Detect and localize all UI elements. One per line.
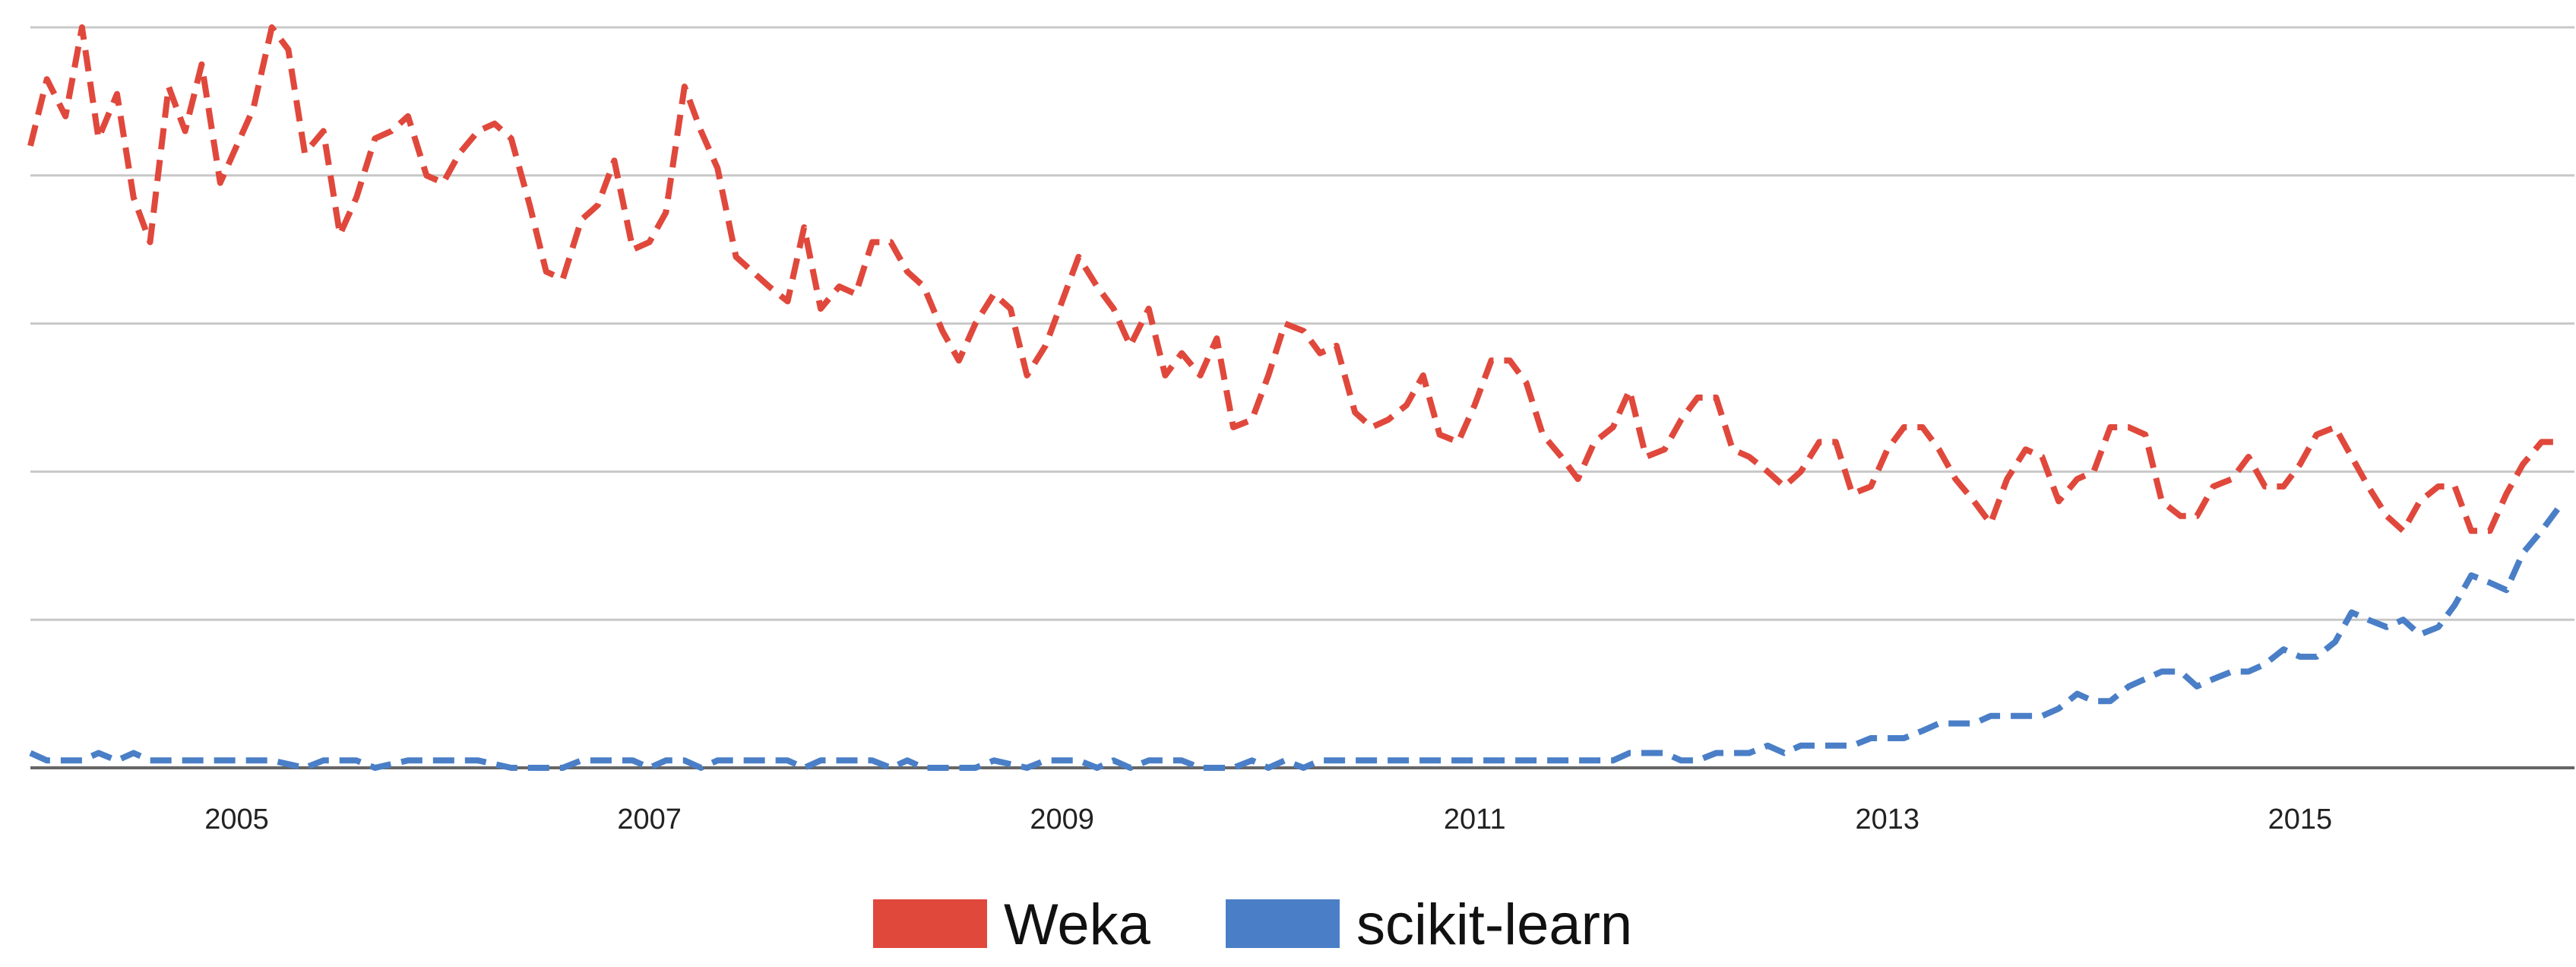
x-tick-label: 2015 <box>2268 804 2333 835</box>
x-tick-label: 2013 <box>1856 804 1920 835</box>
series-line-weka <box>27 24 2559 534</box>
x-tick-label: 2007 <box>617 804 682 835</box>
series-line-scikit-learn <box>29 506 2561 771</box>
legend: Weka scikit-learn <box>873 892 1632 957</box>
series-lines <box>27 24 2561 771</box>
legend-swatch-scikit-learn <box>1226 899 1340 948</box>
legend-swatch-weka <box>873 899 987 948</box>
legend-label-weka: Weka <box>1004 892 1151 957</box>
x-axis-tick-labels: 2005 2007 2009 2011 2013 2015 <box>204 804 2332 835</box>
gridlines <box>30 26 2574 769</box>
legend-label-scikit-learn: scikit-learn <box>1356 892 1632 957</box>
x-tick-label: 2011 <box>1444 804 1506 835</box>
x-tick-label: 2009 <box>1030 804 1094 835</box>
x-tick-label: 2005 <box>204 804 269 835</box>
